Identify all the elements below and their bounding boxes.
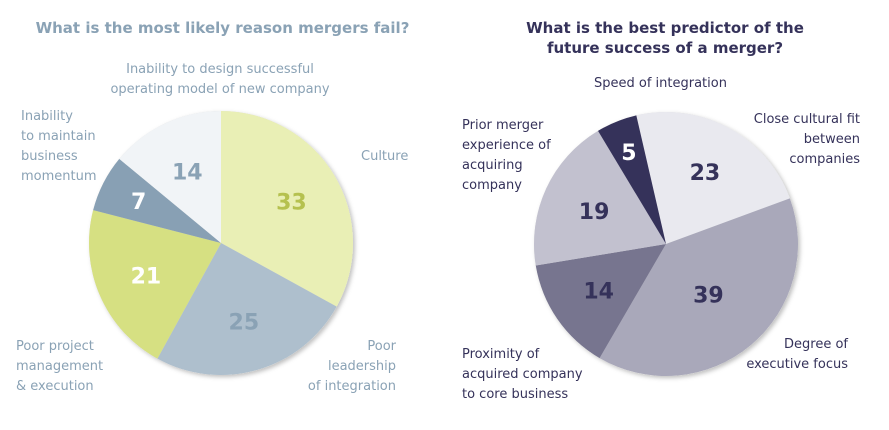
right-label-speed: Speed of integration	[594, 76, 727, 91]
pie-slice	[157, 243, 337, 375]
left-label-leadership: Poor leadership of integration	[307, 339, 396, 394]
right-pie: 23 39 14 19 5	[534, 112, 798, 376]
pie-slice	[598, 115, 666, 244]
pie-slice	[89, 210, 221, 359]
slice-value: 19	[579, 200, 610, 225]
slice-value: 33	[276, 190, 307, 215]
slice-value: 39	[693, 284, 724, 309]
pie-slice	[119, 111, 221, 243]
pie-slice	[221, 111, 354, 307]
slice-value: 23	[690, 161, 721, 186]
slice-value: 7	[131, 190, 146, 215]
slice-value: 21	[131, 265, 162, 290]
slice-value: 5	[621, 141, 636, 166]
right-chart-title-line1: What is the best predictor of the	[526, 19, 804, 37]
left-label-project: Poor project management & execution	[16, 339, 104, 394]
pie-slice	[93, 158, 221, 243]
left-chart-title: What is the most likely reason mergers f…	[35, 19, 410, 37]
right-chart-title-line2: future success of a merger?	[546, 39, 784, 57]
pie-slice	[599, 198, 798, 376]
pie-slice	[534, 130, 666, 266]
left-label-design: Inability to design successful operating…	[110, 62, 330, 97]
right-label-prior: Prior merger experience of acquiring com…	[462, 118, 551, 193]
left-label-culture: Culture	[361, 149, 409, 164]
right-label-cultural: Close cultural fit between companies	[753, 112, 860, 167]
right-label-proximity: Proximity of acquired company to core bu…	[462, 347, 583, 402]
pie-slice	[636, 112, 790, 244]
slice-value: 14	[172, 160, 203, 185]
pie-slice	[535, 244, 666, 359]
left-pie: 33 25 21 7 14	[89, 111, 354, 375]
slice-value: 25	[229, 311, 260, 336]
left-label-momentum: Inability to maintain business momentum	[21, 109, 97, 184]
slice-value: 14	[583, 279, 614, 304]
right-label-executive: Degree of executive focus	[746, 337, 848, 372]
